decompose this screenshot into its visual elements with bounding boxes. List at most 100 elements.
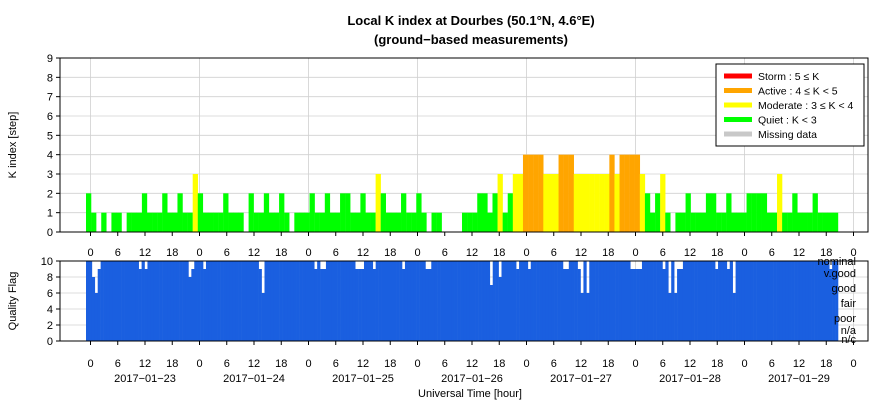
k-index-bar — [248, 193, 254, 232]
quality-bar — [688, 261, 692, 341]
quality-bar — [252, 261, 257, 341]
quality-bar — [498, 277, 502, 341]
quality-bar — [767, 261, 772, 341]
k-index-y-tick-label: 7 — [47, 92, 53, 104]
quality-bar — [159, 261, 163, 341]
quality-bar — [419, 261, 423, 341]
k-index-x-tick-label: 6 — [333, 247, 339, 259]
quality-bar — [510, 261, 514, 341]
quality-bar — [829, 269, 833, 341]
quality-bar — [352, 261, 356, 341]
quality-bar — [603, 261, 608, 341]
quality-bar — [606, 261, 611, 341]
quality-bar — [679, 269, 684, 341]
quality-x-tick-label: 0 — [632, 358, 638, 370]
k-index-bar — [655, 193, 661, 232]
k-index-bar — [766, 212, 773, 232]
quality-bar — [527, 269, 532, 341]
quality-x-tick-label: 0 — [850, 358, 856, 370]
quality-bar — [530, 261, 534, 341]
k-index-x-tick-label: 18 — [384, 247, 396, 259]
quality-bar — [779, 261, 783, 341]
quality-bar — [197, 261, 201, 341]
quality-bar — [191, 269, 195, 341]
quality-bar — [571, 261, 575, 341]
quality-bar — [492, 261, 496, 341]
k-index-bar — [482, 193, 488, 232]
k-index-bar — [599, 174, 605, 232]
k-index-bar — [380, 193, 386, 232]
quality-bar — [258, 269, 262, 341]
quality-bar — [267, 261, 271, 341]
quality-x-tick-label: 6 — [333, 358, 339, 370]
k-index-x-tick-label: 0 — [523, 247, 529, 259]
quality-bar — [205, 261, 210, 341]
quality-bar — [328, 261, 333, 341]
quality-bar — [820, 261, 824, 341]
k-index-bar — [324, 193, 331, 232]
quality-bar — [750, 261, 754, 341]
k-index-bar — [192, 174, 198, 232]
k-index-x-tick-label: 6 — [551, 247, 557, 259]
k-index-bar — [421, 212, 427, 232]
x-axis-label: Universal Time [hour] — [418, 388, 522, 400]
k-index-bar — [746, 193, 752, 232]
quality-bar — [630, 269, 634, 341]
quality-bar — [823, 261, 827, 341]
k-index-bars — [86, 154, 839, 232]
k-index-bar — [802, 212, 808, 232]
quality-bar — [261, 293, 265, 341]
quality-y-tick-label: 2 — [47, 320, 53, 332]
k-index-bar — [797, 212, 803, 232]
quality-bar — [472, 261, 476, 341]
quality-bar — [600, 261, 605, 341]
quality-bar — [287, 261, 292, 341]
k-index-bar — [517, 174, 524, 232]
k-index-x-tick-label: 0 — [305, 247, 311, 259]
quality-bar — [682, 261, 687, 341]
k-index-bar — [583, 174, 590, 232]
quality-bar — [668, 293, 672, 341]
quality-bar — [521, 261, 526, 341]
quality-bar — [387, 261, 391, 341]
quality-x-tick-label: 0 — [741, 358, 747, 370]
quality-bar — [621, 261, 625, 341]
quality-bar — [726, 269, 731, 341]
quality-bar — [138, 269, 142, 341]
quality-flag-label: v.good — [824, 268, 856, 280]
k-index-bar — [126, 212, 132, 232]
k-index-bar — [157, 212, 163, 232]
quality-bar — [483, 261, 488, 341]
k-index-bar — [299, 212, 305, 232]
quality-bar — [97, 269, 101, 341]
k-index-bar — [172, 212, 178, 232]
k-index-bar — [258, 212, 265, 232]
date-labels: 2017−01−23 2017−01−24 2017−01−25 2017−01−26… — [114, 373, 830, 385]
quality-bar — [361, 269, 365, 341]
quality-bar — [723, 261, 728, 341]
k-index-bar — [533, 154, 539, 232]
quality-bar — [554, 261, 558, 341]
quality-bar — [811, 261, 815, 341]
k-index-bar — [355, 212, 361, 232]
quality-bar — [442, 261, 447, 341]
quality-bar — [671, 261, 675, 341]
quality-bar — [431, 261, 435, 341]
quality-bar — [653, 261, 657, 341]
quality-bar — [469, 261, 473, 341]
k-index-bar — [512, 174, 519, 232]
quality-bar — [399, 261, 403, 341]
quality-bar — [533, 261, 537, 341]
quality-bar — [773, 261, 777, 341]
quality-bar — [466, 261, 470, 341]
k-index-bar — [792, 193, 798, 232]
quality-x-tick-label: 12 — [248, 358, 260, 370]
quality-bar — [118, 261, 122, 341]
k-index-x-tick-label: 0 — [414, 247, 420, 259]
quality-bar — [244, 261, 248, 341]
quality-x-tick-label: 0 — [523, 358, 529, 370]
quality-bar — [223, 261, 227, 341]
k-index-y-tick-label: 0 — [47, 227, 53, 239]
quality-bar — [173, 261, 178, 341]
k-index-x-tick-label: 12 — [684, 247, 696, 259]
